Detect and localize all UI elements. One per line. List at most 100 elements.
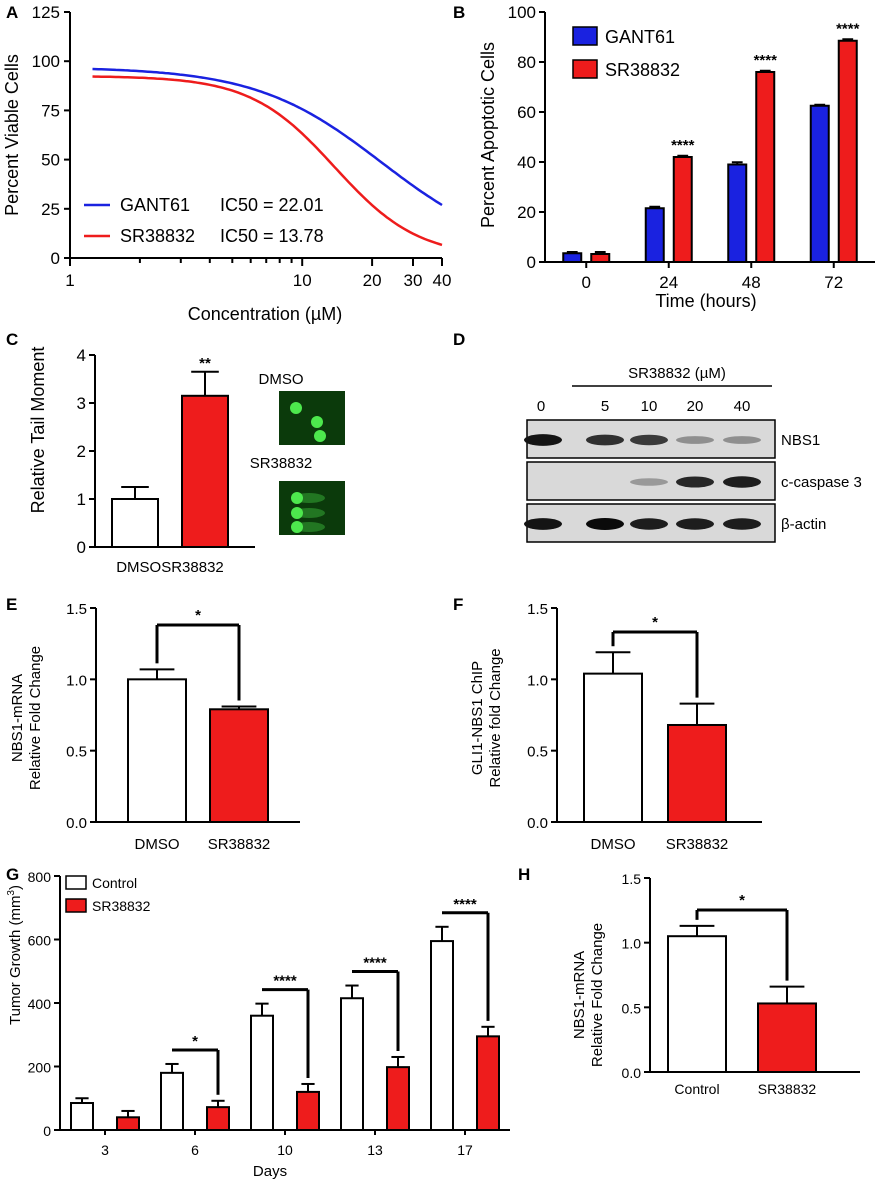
e-ylabel-line1: NBS1-mRNA bbox=[9, 674, 26, 762]
h-ytick-label: 1.0 bbox=[622, 936, 642, 952]
f-ylabel-line2: Relative fold Change bbox=[487, 648, 504, 787]
b-ytick-label: 60 bbox=[517, 103, 536, 122]
b-legend-gant61: GANT61 bbox=[605, 27, 675, 47]
d-band bbox=[676, 518, 714, 530]
d-lane-label: 10 bbox=[641, 398, 658, 415]
b-legend: GANT61 SR38832 bbox=[572, 26, 680, 80]
c-dmso-bar bbox=[111, 498, 159, 548]
c-ytick-label: 4 bbox=[77, 346, 86, 365]
b-ytick-label: 100 bbox=[508, 3, 536, 22]
b-gant61-bar bbox=[644, 207, 665, 263]
b-gant61-bar bbox=[727, 163, 748, 263]
b-xtick-label: 0 bbox=[582, 273, 591, 292]
c-xtick-label: DMSOSR38832 bbox=[116, 559, 224, 576]
f-ytick-label: 0.5 bbox=[527, 744, 548, 761]
g-ylabel: Tumor Growth (mm3) bbox=[6, 885, 24, 1025]
g-control-bar bbox=[250, 1014, 274, 1132]
b-significance: **** bbox=[671, 137, 695, 154]
g-sr38832-bar bbox=[386, 1066, 410, 1132]
h-ytick-label: 0.5 bbox=[622, 1000, 642, 1016]
e-ytick-label: 1.0 bbox=[66, 672, 87, 689]
panel-g-bar-chart: Tumor Growth (mm3) Days Control SR38832 … bbox=[6, 869, 510, 1180]
b-significance: **** bbox=[836, 20, 860, 37]
f-dmso-bar bbox=[583, 672, 643, 823]
a-xtick-label: 20 bbox=[363, 271, 382, 290]
c-ylabel: Relative Tail Moment bbox=[28, 347, 48, 514]
c-comet-head bbox=[291, 521, 303, 533]
f-ytick-label: 1.5 bbox=[527, 601, 548, 618]
g-sr38832-bar bbox=[206, 1106, 230, 1132]
g-ytick-label: 600 bbox=[28, 933, 52, 949]
g-xtick-label: 13 bbox=[367, 1142, 383, 1158]
b-xlabel: Time (hours) bbox=[655, 291, 756, 311]
f-xtick-label: SR38832 bbox=[666, 836, 729, 853]
b-gant61-bar bbox=[809, 104, 830, 263]
panel-letter-b: B bbox=[453, 3, 465, 22]
g-xtick-label: 17 bbox=[457, 1142, 473, 1158]
a-ytick-label: 25 bbox=[41, 200, 60, 219]
b-legend-swatch-sr38832 bbox=[572, 59, 598, 79]
g-legend-sr38832: SR38832 bbox=[92, 898, 151, 914]
panel-e-bar-chart: NBS1-mRNA Relative Fold Change 0.0 0.5 1.0… bbox=[9, 601, 300, 853]
a-ic50-gant61: IC50 = 22.01 bbox=[220, 195, 324, 215]
a-ytick-label: 100 bbox=[32, 52, 60, 71]
a-xlabel: Concentration (µM) bbox=[188, 304, 342, 324]
c-comet-image-dmso bbox=[279, 391, 345, 445]
c-significance: ** bbox=[199, 355, 211, 372]
e-ytick-label: 1.5 bbox=[66, 601, 87, 618]
g-sr38832-bar bbox=[476, 1035, 500, 1132]
g-significance: * bbox=[192, 1033, 198, 1050]
h-ylabel-line1: NBS1-mRNA bbox=[571, 951, 588, 1039]
a-ic50-sr38832: IC50 = 13.78 bbox=[220, 226, 324, 246]
f-ytick-label: 0.0 bbox=[527, 815, 548, 832]
a-ytick-label: 0 bbox=[51, 249, 60, 268]
panel-d-western-blot: SR38832 (µM) 0 5 10 20 40 NBS1 c-caspase 3 β-ac… bbox=[524, 365, 862, 543]
e-xtick-label: DMSO bbox=[135, 836, 180, 853]
f-ylabel-line1: GLI1-NBS1 ChIP bbox=[469, 661, 486, 775]
g-sr38832-bar bbox=[296, 1090, 320, 1132]
b-legend-sr38832: SR38832 bbox=[605, 60, 680, 80]
d-lane-label: 20 bbox=[687, 398, 704, 415]
panel-letter-a: A bbox=[6, 3, 18, 22]
h-significance: * bbox=[739, 892, 745, 909]
a-legend-sr38832: SR38832 bbox=[120, 226, 195, 246]
d-lane-label: 5 bbox=[601, 398, 609, 415]
d-band bbox=[524, 518, 562, 530]
b-sr38832-bar bbox=[755, 71, 776, 263]
d-band bbox=[586, 518, 624, 530]
g-ytick-label: 0 bbox=[43, 1123, 51, 1139]
d-lane-label: 40 bbox=[734, 398, 751, 415]
g-significance: **** bbox=[363, 955, 387, 972]
g-control-bar bbox=[340, 997, 364, 1131]
panel-f-bar-chart: GLI1-NBS1 ChIP Relative fold Change 0.0 0… bbox=[469, 601, 762, 853]
a-ytick-label: 75 bbox=[41, 101, 60, 120]
f-ytick-label: 1.0 bbox=[527, 672, 548, 689]
panel-letter-f: F bbox=[453, 595, 463, 614]
panel-h-bar-chart: NBS1-mRNA Relative Fold Change 0.0 0.5 1.0… bbox=[571, 871, 860, 1097]
b-ytick-label: 40 bbox=[517, 153, 536, 172]
b-ytick-label: 80 bbox=[517, 53, 536, 72]
c-image-label-sr38832: SR38832 bbox=[250, 455, 313, 472]
a-curve-gant61 bbox=[92, 67, 443, 207]
d-row-label: NBS1 bbox=[781, 432, 820, 449]
panel-b-bar-chart: Percent Apoptotic Cells Time (hours) GAN… bbox=[478, 3, 875, 311]
a-curve-sr38832 bbox=[92, 75, 443, 247]
a-ylabel: Percent Viable Cells bbox=[2, 54, 22, 216]
g-control-bar bbox=[70, 1102, 94, 1131]
c-comet-head bbox=[314, 430, 326, 442]
d-band bbox=[676, 436, 714, 444]
g-ylabel-close: ) bbox=[7, 885, 24, 890]
b-sr38832-bar bbox=[837, 39, 858, 263]
b-ytick-label: 20 bbox=[517, 203, 536, 222]
b-ytick-label: 0 bbox=[527, 253, 536, 272]
e-sr38832-bar bbox=[209, 708, 269, 823]
d-band bbox=[630, 518, 668, 530]
b-xtick-label: 72 bbox=[824, 273, 843, 292]
g-ylabel-main: Tumor Growth (mm bbox=[7, 896, 24, 1025]
g-legend: Control SR38832 bbox=[65, 875, 151, 914]
b-sr38832-bar bbox=[672, 156, 693, 263]
d-band bbox=[524, 434, 562, 446]
e-ylabel-line2: Relative Fold Change bbox=[27, 646, 44, 790]
h-control-bar bbox=[667, 935, 727, 1074]
